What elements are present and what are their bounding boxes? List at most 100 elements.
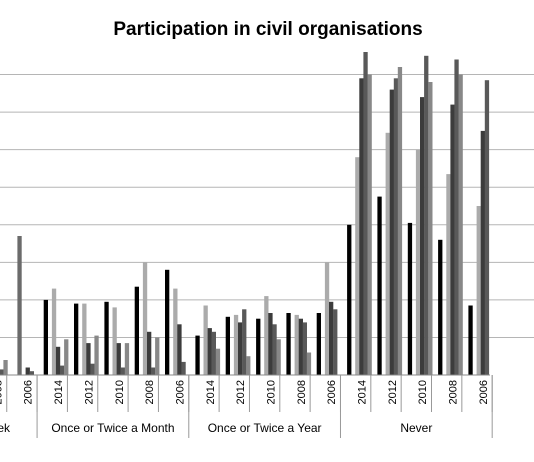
bar — [134, 286, 139, 375]
bar — [389, 89, 394, 375]
bar — [367, 74, 372, 375]
tick-label: 2014 — [356, 380, 368, 404]
bar — [203, 305, 208, 375]
bar — [347, 224, 352, 375]
bar — [177, 324, 182, 375]
bar — [268, 313, 273, 375]
bar — [438, 239, 443, 375]
tick-label: 2006 — [174, 380, 186, 404]
bar — [112, 307, 117, 375]
bar — [316, 313, 321, 375]
bar — [393, 78, 399, 376]
bar — [215, 348, 221, 375]
group-label: Never — [400, 421, 432, 435]
bar — [424, 55, 429, 376]
bar — [17, 236, 22, 375]
bar — [207, 328, 212, 375]
tick-label: 2012 — [83, 380, 95, 404]
bar — [147, 331, 152, 375]
bar — [246, 356, 251, 375]
bar — [25, 367, 30, 375]
tick-label: 2014 — [205, 380, 217, 404]
bar — [377, 196, 382, 375]
bar — [211, 331, 216, 375]
bar — [120, 367, 125, 375]
bar — [151, 367, 156, 375]
bar — [74, 303, 79, 375]
bar — [165, 269, 170, 375]
bar — [363, 52, 368, 375]
bar — [458, 74, 463, 375]
tick-label: 2010 — [417, 380, 429, 404]
group-label: ek — [0, 421, 11, 435]
bar — [359, 78, 364, 376]
bar — [298, 318, 303, 375]
bar — [116, 343, 121, 375]
bar — [51, 288, 57, 375]
bar — [276, 339, 281, 375]
bar — [181, 361, 186, 375]
bar — [450, 104, 455, 375]
tick-label: 2008 — [0, 380, 4, 404]
bar — [397, 67, 403, 375]
tick-label: 2012 — [387, 380, 399, 404]
tick-label: 2010 — [265, 380, 277, 404]
bar — [256, 318, 261, 375]
tick-label: 2010 — [114, 380, 126, 404]
gridlines — [0, 74, 534, 338]
x-axis-labels: 2008 2006 2014 2012 2010 2008 2006 2014 2012 2010… — [0, 380, 490, 435]
bar — [60, 365, 65, 375]
bar — [468, 305, 473, 375]
bar — [476, 206, 481, 375]
bar — [82, 303, 87, 375]
tick-label: 2006 — [23, 380, 35, 404]
bar — [242, 309, 247, 375]
tick-label: 2008 — [144, 380, 156, 404]
tick-label: 2006 — [478, 380, 490, 404]
bar — [0, 369, 4, 375]
bar — [90, 363, 95, 375]
bar — [272, 324, 277, 375]
bar — [407, 222, 413, 375]
bar — [294, 314, 299, 375]
bar — [329, 301, 334, 375]
bar — [238, 322, 243, 375]
bar — [124, 343, 130, 375]
bar — [306, 352, 312, 375]
bar — [94, 335, 99, 375]
bar — [29, 371, 34, 375]
bar — [302, 322, 307, 375]
chart-title: Participation in civil organisations — [113, 19, 422, 40]
bar — [142, 262, 148, 375]
bar — [480, 130, 485, 375]
bar — [324, 262, 330, 375]
bar — [173, 288, 178, 375]
bar — [3, 360, 8, 375]
bar — [195, 335, 200, 375]
tick-label: 2008 — [448, 380, 460, 404]
tick-label: 2012 — [235, 380, 247, 404]
group-label: Once or Twice a Year — [208, 421, 322, 435]
x-axis — [0, 374, 493, 438]
bar — [286, 313, 291, 375]
bar — [415, 149, 421, 375]
bar — [225, 316, 230, 375]
bar — [355, 157, 360, 375]
bar — [86, 343, 91, 375]
bar — [333, 309, 338, 375]
tick-label: 2006 — [326, 380, 338, 404]
bar — [64, 339, 69, 375]
tick-label: 2008 — [296, 380, 308, 404]
bar — [428, 82, 433, 375]
bar — [484, 80, 490, 375]
group-label: Once or Twice a Month — [51, 421, 174, 435]
bars — [0, 52, 490, 376]
bar — [43, 299, 48, 375]
bar — [55, 346, 61, 375]
bar — [155, 337, 160, 375]
bar — [104, 301, 109, 375]
bar — [264, 296, 269, 375]
bar — [454, 59, 459, 375]
